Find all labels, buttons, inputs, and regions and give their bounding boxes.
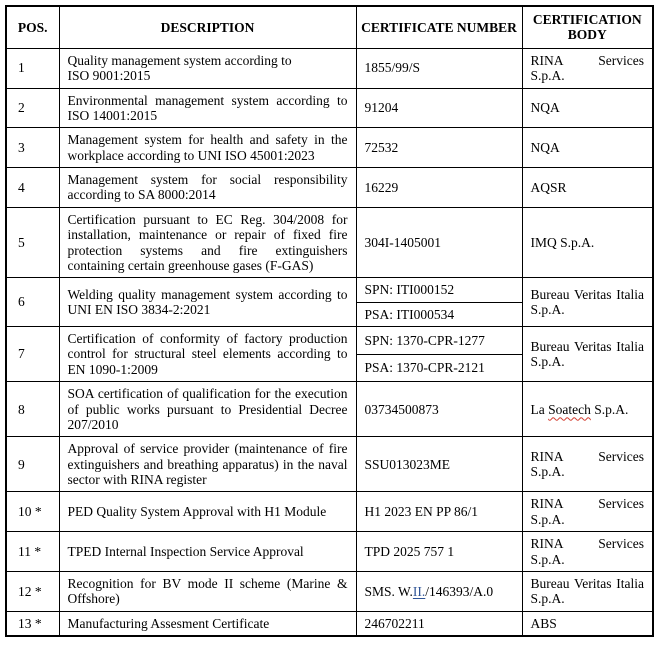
description-cell: SOA certification of qualification for t… [58,381,357,438]
description-cell: Management system for health and safety … [58,127,357,168]
table-row: 6 Welding quality management system accor… [5,277,654,327]
description-cell: Welding quality management system accord… [58,277,357,327]
certification-body-cell: RINA Services S.p.A. [521,436,654,493]
table-subrow: PSA: 1370-CPR-2121 [6,353,653,383]
table-row: 2 Environmental management system accordi… [5,87,654,129]
column-header-pos: POS. [5,5,60,49]
certificate-cell: 03734500873 [355,381,523,438]
pos-cell: 2 [5,87,60,129]
text-segment: SMS. W. [364,583,413,599]
text-segment: /146393/A.0 [425,583,494,599]
certificate-cell: SPN: ITI000152 [355,277,523,303]
description-cell: Environmental management system accordin… [58,87,357,129]
certification-body-cell: RINA Services S.p.A. [521,47,654,89]
certificate-cell: 91204 [355,87,523,129]
certification-body-cell: AQSR [521,167,654,208]
certification-body-cell: ABS [521,610,654,637]
table-row: 12 * Recognition for BV mode II scheme (M… [5,570,654,612]
certificate-cell: SPN: 1370-CPR-1277 [355,326,523,355]
certificate-cell: H1 2023 EN PP 86/1 [355,491,523,533]
certificate-cell: SMS. W.II./146393/A.0 [355,570,523,612]
pos-cell: 11 * [5,531,60,572]
description-cell: Quality management system according to I… [58,47,357,89]
text-segment: S.p.A. [590,401,629,417]
table-row: 4 Management system for social responsibi… [5,167,654,208]
text-segment: La [530,401,549,417]
pos-cell: 8 [5,381,60,438]
pos-cell: 9 [5,436,60,493]
column-header-certificate-number: CERTIFICATE NUMBER [355,5,523,49]
column-header-description: DESCRIPTION [58,5,357,49]
certificate-cell: SSU013023ME [355,436,523,493]
certificate-cell: TPD 2025 757 1 [355,531,523,572]
certification-body-cell: NQA [521,127,654,168]
description-cell: Approval of service provider (maintenanc… [58,436,357,493]
description-cell: Manufacturing Assesment Certificate [58,610,357,637]
certificate-cell: PSA: 1370-CPR-2121 [355,353,523,383]
description-cell: Certification of conformity of factory p… [58,325,357,383]
table-body: 1 Quality management system according to … [5,47,654,637]
column-header-certification-body: CERTIFICATION BODY [521,5,654,49]
certificate-cell: 16229 [355,167,523,208]
description-cell: Recognition for BV mode II scheme (Marin… [58,570,357,612]
pos-cell: 7 [5,325,60,383]
table-row: 1 Quality management system according to … [5,47,654,89]
pos-cell: 12 * [5,570,60,612]
certificate-cell: PSA: ITI000534 [355,301,523,328]
misspelled-word: Soatech [548,401,591,417]
certification-body-cell: La Soatech S.p.A. [521,381,654,438]
certification-body-cell: Bureau Veritas Italia S.p.A. [521,570,654,612]
description-cell: TPED Internal Inspection Service Approva… [58,531,357,572]
pos-cell: 3 [5,127,60,168]
pos-cell: 6 [5,277,60,327]
description-cell: Certification pursuant to EC Reg. 304/20… [58,206,357,279]
description-cell: Management system for social responsibil… [58,167,357,208]
certification-body-cell: IMQ S.p.A. [521,206,654,279]
table-row: 13 * Manufacturing Assesment Certificate 2… [5,610,654,637]
table-row: 8 SOA certification of qualification for … [5,381,654,438]
table-row: 7 Certification of conformity of factory … [5,325,654,383]
certification-body-cell: NQA [521,87,654,129]
certificates-table: POS. DESCRIPTION CERTIFICATE NUMBER CERT… [5,5,654,637]
pos-cell: 10 * [5,491,60,533]
certification-body-cell: Bureau Veritas Italia S.p.A. [521,277,654,327]
certificate-cell: 246702211 [355,610,523,637]
description-cell: PED Quality System Approval with H1 Modu… [58,491,357,533]
table-subrow: PSA: ITI000534 [6,301,653,328]
table-row: 11 * TPED Internal Inspection Service App… [5,531,654,572]
certificate-cell: 72532 [355,127,523,168]
table-row: 3 Management system for health and safety… [5,127,654,168]
hyperlink-text: II. [412,583,426,599]
pos-cell: 1 [5,47,60,89]
table-row: 5 Certification pursuant to EC Reg. 304/2… [5,206,654,279]
header-row: POS. DESCRIPTION CERTIFICATE NUMBER CERT… [5,5,654,49]
certification-body-cell: Bureau Veritas Italia S.p.A. [521,325,654,383]
certificate-cell: 1855/99/S [355,47,523,89]
certification-body-cell: RINA Services S.p.A. [521,531,654,572]
pos-cell: 13 * [5,610,60,637]
table-row: 10 * PED Quality System Approval with H1 … [5,491,654,533]
certification-body-cell: RINA Services S.p.A. [521,491,654,533]
pos-cell: 4 [5,167,60,208]
table-header: POS. DESCRIPTION CERTIFICATE NUMBER CERT… [5,5,654,49]
table-row: 9 Approval of service provider (maintenan… [5,436,654,493]
certificate-cell: 304I-1405001 [355,206,523,279]
pos-cell: 5 [5,206,60,279]
